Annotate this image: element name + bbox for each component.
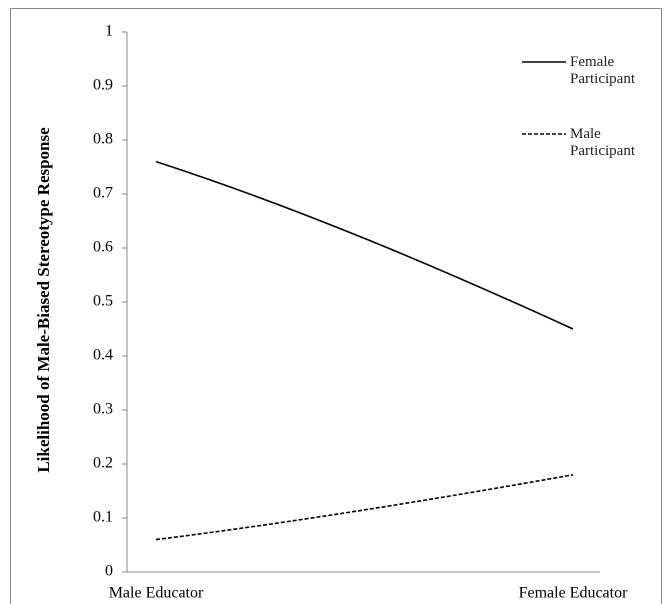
series-line: [155, 474, 574, 541]
y-tick-label: 0.6: [93, 239, 113, 256]
legend-label: Female Participant: [570, 54, 635, 87]
y-tick-label: 0.7: [93, 185, 113, 202]
y-tick-label: 0.8: [93, 131, 113, 148]
y-tick-label: 0.9: [93, 77, 113, 94]
y-tick-label: 1: [105, 23, 113, 40]
legend-label: Male Participant: [570, 126, 635, 159]
y-tick-label: 0.2: [93, 455, 113, 472]
x-tick-label: Male Educator: [109, 585, 204, 602]
x-tick-label: Female Educator: [519, 585, 629, 602]
series-line: [155, 160, 574, 330]
y-tick-label: 0.4: [93, 347, 113, 364]
y-tick-label: 0: [105, 563, 113, 580]
y-tick-label: 0.3: [93, 401, 113, 418]
y-tick-label: 0.5: [93, 293, 113, 310]
y-tick-label: 0.1: [93, 509, 113, 526]
y-axis-title: Likelihood of Male-Biased Stereotype Res…: [34, 127, 53, 473]
